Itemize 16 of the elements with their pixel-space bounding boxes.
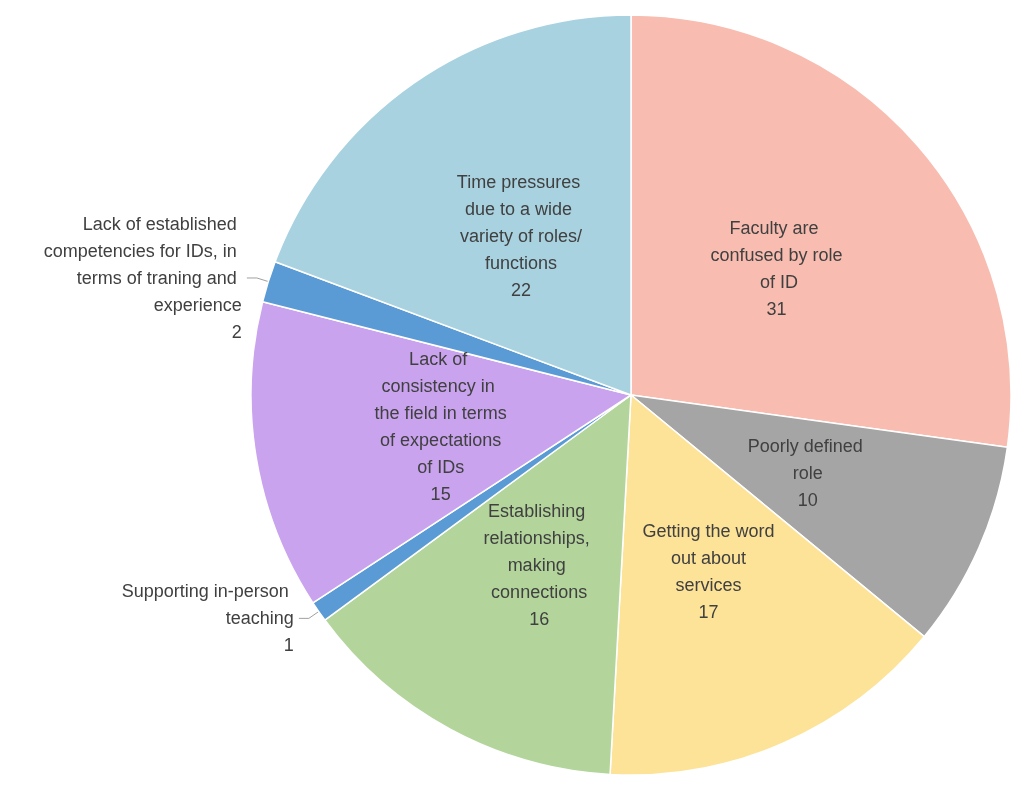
slice-label: Establishing relationships, making connections <box>483 500 595 602</box>
slice-label: Faculty are confused by role of ID <box>710 217 843 292</box>
data-label: 1 <box>283 635 294 656</box>
slice-label: Time pressures due to a wide variety of roles/functions <box>456 172 586 274</box>
data-label: 15 <box>430 484 451 505</box>
slice-label: Poorly defined role <box>747 435 868 483</box>
data-label: 31 <box>766 298 787 319</box>
slice-label: Supporting in-person teaching <box>121 581 294 629</box>
data-label: 16 <box>529 608 550 629</box>
data-label: 22 <box>511 280 532 301</box>
data-label: 2 <box>231 321 242 342</box>
slice-label: Lack of consistency in the field in terms of expectations of IDs <box>374 349 507 478</box>
slice-label: Getting the word out about services <box>642 521 775 596</box>
data-label: 17 <box>698 602 719 623</box>
data-label: 10 <box>797 489 818 510</box>
slice-label: Lack of established competencies for IDs, in terms of traning and experience <box>43 213 242 315</box>
